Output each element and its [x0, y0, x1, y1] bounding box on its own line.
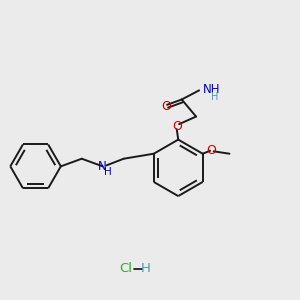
Text: Cl: Cl: [120, 262, 133, 275]
Text: H: H: [211, 92, 218, 102]
Text: H: H: [141, 262, 151, 275]
Text: O: O: [207, 144, 217, 157]
Text: N: N: [98, 160, 107, 173]
Text: NH: NH: [203, 83, 220, 96]
Text: O: O: [172, 120, 182, 133]
Text: H: H: [104, 167, 112, 177]
Text: O: O: [161, 100, 171, 113]
